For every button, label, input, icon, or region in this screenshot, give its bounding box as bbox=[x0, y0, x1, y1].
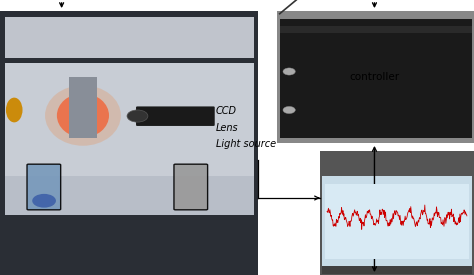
FancyBboxPatch shape bbox=[136, 106, 215, 126]
Ellipse shape bbox=[45, 85, 121, 146]
Ellipse shape bbox=[57, 94, 109, 138]
Text: Lens: Lens bbox=[216, 123, 238, 133]
Circle shape bbox=[32, 194, 56, 208]
FancyBboxPatch shape bbox=[280, 19, 472, 138]
Text: Light source: Light source bbox=[216, 139, 276, 149]
FancyBboxPatch shape bbox=[0, 11, 258, 275]
Ellipse shape bbox=[6, 98, 23, 122]
Circle shape bbox=[283, 68, 295, 75]
FancyBboxPatch shape bbox=[322, 266, 472, 274]
FancyBboxPatch shape bbox=[69, 77, 97, 138]
FancyBboxPatch shape bbox=[320, 151, 474, 275]
FancyBboxPatch shape bbox=[325, 184, 469, 258]
Circle shape bbox=[283, 106, 295, 114]
FancyBboxPatch shape bbox=[322, 176, 472, 267]
Circle shape bbox=[127, 110, 148, 122]
Text: CCD: CCD bbox=[216, 106, 237, 116]
FancyBboxPatch shape bbox=[5, 16, 254, 58]
FancyBboxPatch shape bbox=[174, 164, 208, 210]
FancyBboxPatch shape bbox=[5, 176, 254, 214]
FancyBboxPatch shape bbox=[27, 164, 61, 210]
FancyBboxPatch shape bbox=[280, 26, 472, 33]
FancyBboxPatch shape bbox=[5, 63, 254, 214]
Text: PC: PC bbox=[418, 251, 431, 261]
FancyBboxPatch shape bbox=[277, 11, 474, 143]
Text: controller: controller bbox=[349, 72, 400, 82]
